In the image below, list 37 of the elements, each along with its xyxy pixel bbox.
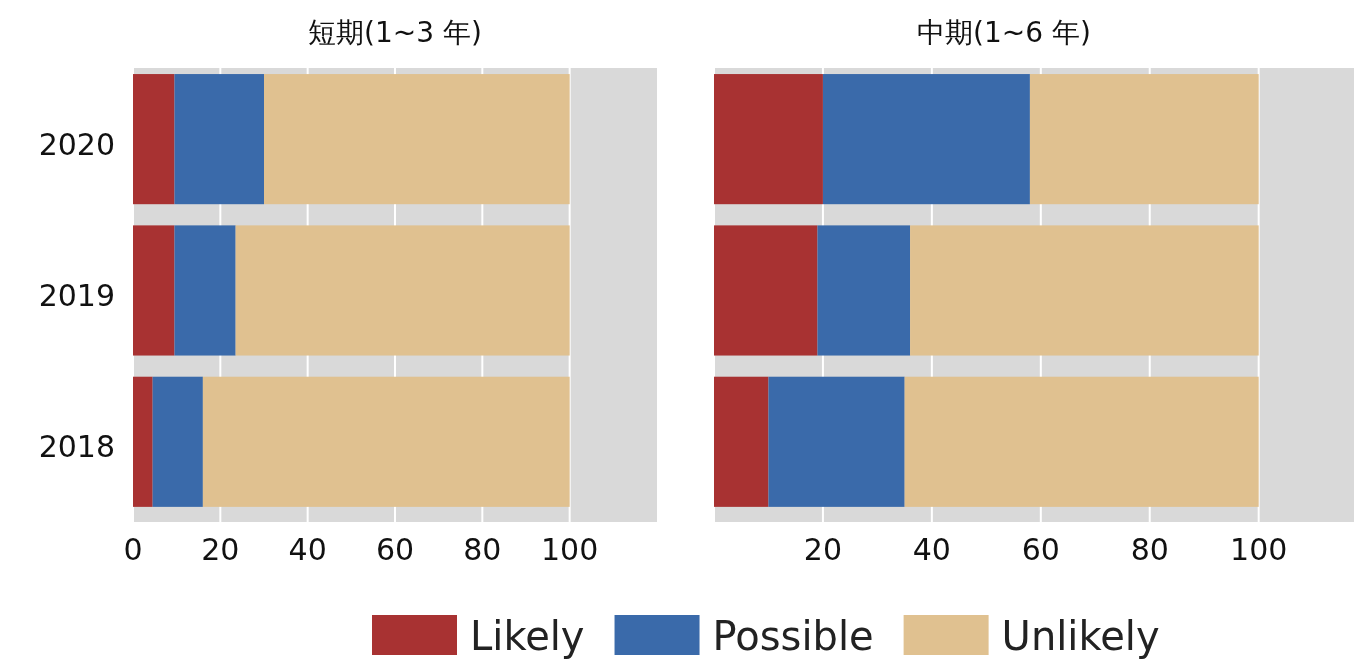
x-tick-label: 60 bbox=[1021, 532, 1060, 567]
bar bbox=[910, 225, 1259, 356]
x-tick-label: 0 bbox=[123, 532, 143, 567]
bar bbox=[152, 376, 203, 507]
bar bbox=[904, 376, 1259, 507]
bar bbox=[1029, 74, 1259, 205]
bar bbox=[768, 376, 905, 507]
bar bbox=[133, 74, 175, 205]
x-tick-label: 40 bbox=[288, 532, 327, 567]
bar bbox=[174, 225, 236, 356]
x-tick-label: 80 bbox=[1130, 532, 1169, 567]
bar bbox=[714, 225, 818, 356]
chart-title: 短期(1~3 年) bbox=[308, 16, 482, 49]
bar bbox=[714, 376, 769, 507]
legend-label: Unlikely bbox=[1001, 613, 1160, 659]
x-tick-label: 60 bbox=[375, 532, 415, 567]
bar bbox=[133, 225, 175, 356]
legend-label: Likely bbox=[470, 613, 585, 659]
x-tick-label: 40 bbox=[912, 532, 951, 567]
bar bbox=[174, 74, 264, 205]
x-tick-label: 20 bbox=[803, 532, 843, 567]
bar bbox=[264, 74, 570, 205]
bar bbox=[714, 74, 823, 205]
bar bbox=[817, 225, 911, 356]
y-tick-label: 2018 bbox=[38, 429, 115, 465]
bar bbox=[822, 74, 1030, 205]
x-tick-label: 100 bbox=[1230, 532, 1288, 567]
x-tick-label: 80 bbox=[463, 532, 502, 567]
bar bbox=[202, 376, 570, 507]
y-tick-label: 2020 bbox=[38, 126, 115, 162]
bar bbox=[235, 225, 570, 356]
chart-title: 中期(1~6 年) bbox=[917, 16, 1091, 49]
x-tick-label: 20 bbox=[201, 532, 240, 567]
bar bbox=[133, 376, 153, 507]
x-tick-label: 100 bbox=[541, 532, 599, 567]
y-tick-label: 2019 bbox=[38, 278, 115, 313]
legend-label: Possible bbox=[712, 613, 874, 659]
